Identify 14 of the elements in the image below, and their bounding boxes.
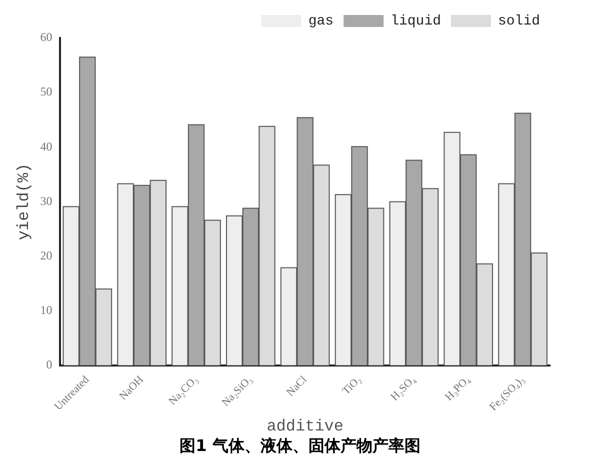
y-tick-label: 40 bbox=[40, 139, 52, 154]
y-tick-label: 10 bbox=[40, 303, 52, 318]
y-axis-title: yield(%) bbox=[14, 163, 33, 240]
x-axis-title: additive bbox=[266, 418, 344, 436]
x-tick-label: TiO₂ bbox=[340, 374, 364, 398]
legend-label: gas bbox=[308, 14, 334, 30]
y-tick-label: 60 bbox=[40, 30, 52, 44]
y-tick-label: 50 bbox=[40, 84, 52, 99]
y-tick-label: 20 bbox=[40, 248, 52, 262]
y-tick-label: 0 bbox=[46, 358, 52, 372]
legend-label: solid bbox=[498, 14, 540, 30]
legend-label: liquid bbox=[390, 14, 442, 30]
y-tick-label: 30 bbox=[40, 194, 52, 208]
text: 图1 气体、液体、固体产物产率图 bbox=[178, 436, 422, 457]
